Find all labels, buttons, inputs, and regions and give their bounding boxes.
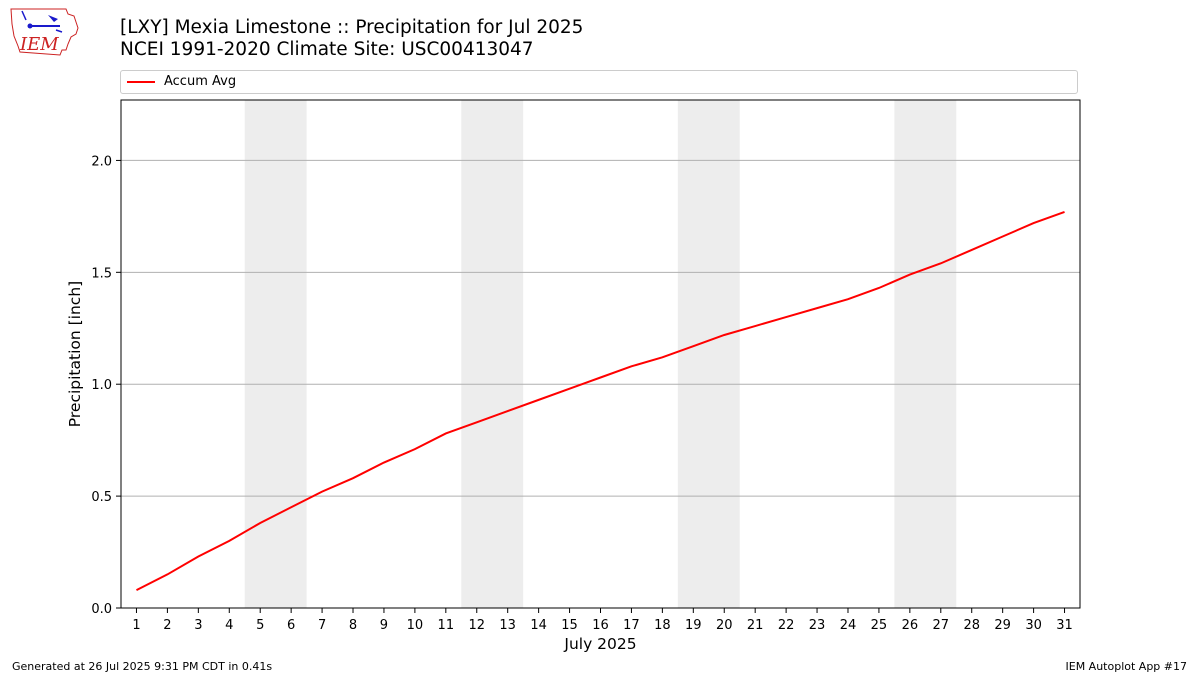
- x-tick-label: 15: [561, 618, 578, 633]
- chart-title: [LXY] Mexia Limestone :: Precipitation f…: [120, 17, 583, 61]
- weekend-band: [461, 100, 524, 608]
- y-tick-label: 2.0: [91, 154, 112, 169]
- series-line-accum-avg: [136, 210, 1065, 591]
- x-tick-label: 12: [468, 618, 485, 633]
- x-tick-label: 6: [287, 618, 295, 633]
- x-tick-label: 10: [407, 618, 424, 633]
- x-tick-label: 11: [438, 618, 455, 633]
- x-tick-label: 8: [349, 618, 357, 633]
- x-tick-label: 26: [902, 618, 919, 633]
- x-tick-label: 24: [840, 618, 857, 633]
- x-tick-label: 27: [933, 618, 950, 633]
- y-tick-label: 0.0: [91, 602, 112, 617]
- x-tick-label: 13: [499, 618, 516, 633]
- y-tick-label: 1.5: [91, 266, 112, 281]
- x-tick-label: 14: [530, 618, 547, 633]
- x-tick-label: 16: [592, 618, 609, 633]
- x-tick-label: 19: [685, 618, 702, 633]
- y-tick-label: 1.0: [91, 378, 112, 393]
- x-tick-label: 7: [318, 618, 326, 633]
- x-tick-label: 31: [1056, 618, 1073, 633]
- logo-text: IEM: [19, 34, 59, 55]
- legend-swatch-accum-avg: [127, 81, 155, 83]
- x-axis-label: July 2025: [563, 635, 636, 653]
- x-tick-label: 1: [132, 618, 140, 633]
- title-line-1: [LXY] Mexia Limestone :: Precipitation f…: [120, 17, 584, 38]
- x-tick-label: 3: [194, 618, 202, 633]
- x-tick-label: 9: [380, 618, 388, 633]
- x-tick-label: 20: [716, 618, 733, 633]
- x-tick-label: 21: [747, 618, 764, 633]
- y-axis-label: Precipitation [inch]: [66, 281, 84, 427]
- x-tick-label: 30: [1025, 618, 1042, 633]
- title-line-2: NCEI 1991-2020 Climate Site: USC00413047: [120, 39, 534, 60]
- weekend-band: [677, 100, 740, 608]
- x-tick-label: 23: [809, 618, 826, 633]
- y-tick-label: 0.5: [91, 490, 112, 505]
- x-tick-label: 28: [963, 618, 980, 633]
- x-tick-label: 29: [994, 618, 1011, 633]
- legend: Accum Avg: [120, 70, 1078, 94]
- x-tick-label: 4: [225, 618, 233, 633]
- x-tick-label: 25: [871, 618, 888, 633]
- x-tick-label: 2: [163, 618, 171, 633]
- weekend-band: [244, 100, 307, 608]
- iem-logo: IEM: [10, 8, 79, 56]
- x-tick-label: 5: [256, 618, 264, 633]
- footer-app-id: IEM Autoplot App #17: [1065, 660, 1188, 673]
- footer-generated-text: Generated at 26 Jul 2025 9:31 PM CDT in …: [12, 660, 273, 673]
- legend-label-accum-avg: Accum Avg: [164, 74, 237, 89]
- x-tick-label: 17: [623, 618, 640, 633]
- weekend-band: [894, 100, 957, 608]
- x-tick-label: 22: [778, 618, 795, 633]
- x-tick-label: 18: [654, 618, 671, 633]
